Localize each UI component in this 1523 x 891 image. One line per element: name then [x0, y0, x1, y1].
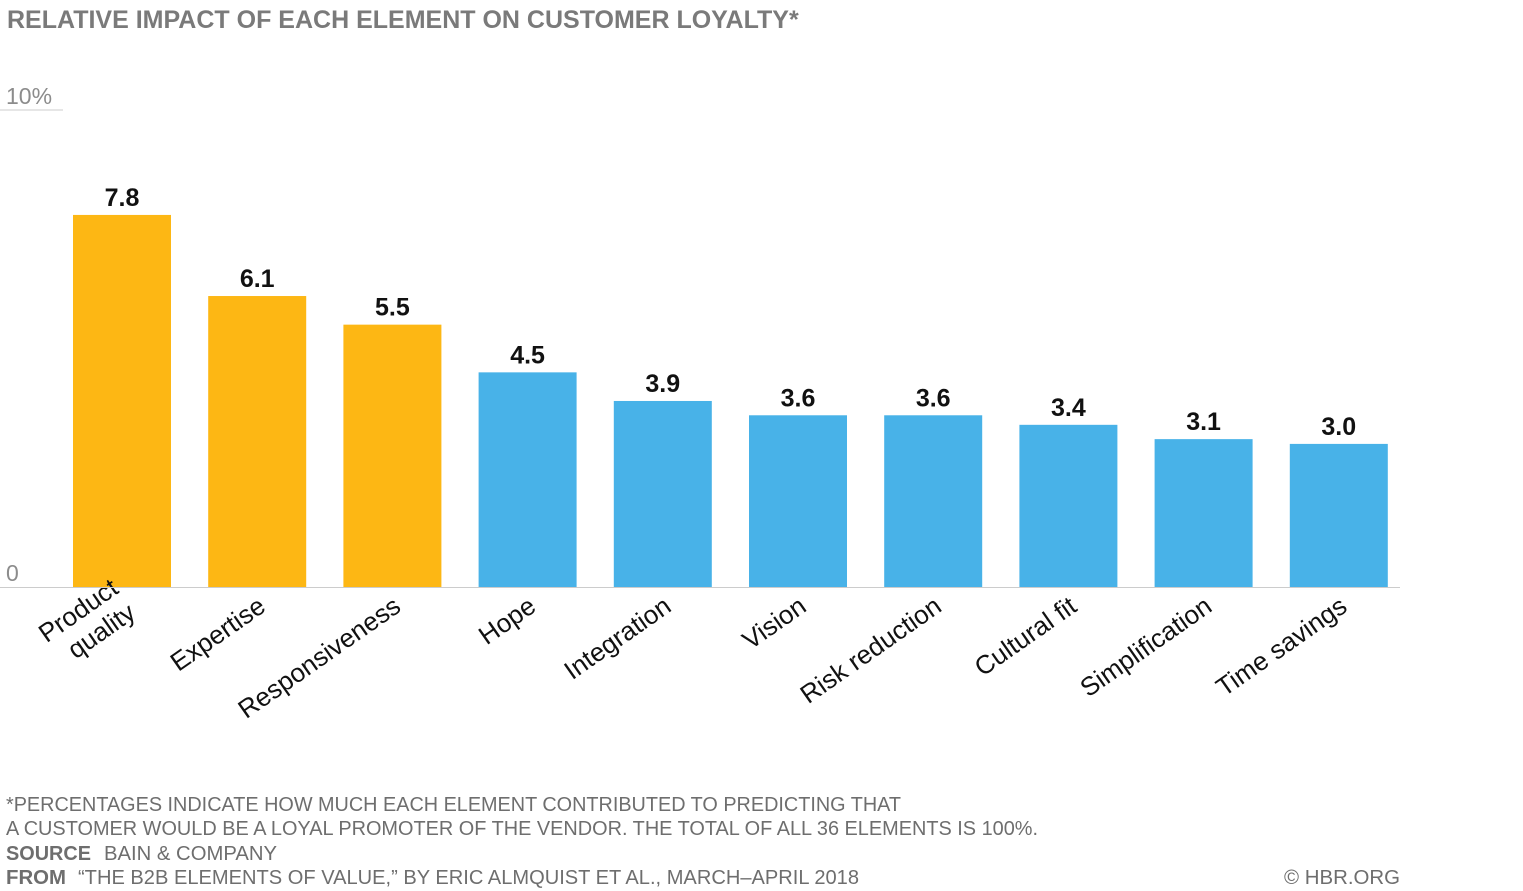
value-label: 3.1 — [1186, 408, 1221, 436]
category-label-line: Hope — [473, 590, 541, 650]
category-label: Time savings — [1210, 590, 1352, 702]
value-label: 7.8 — [105, 184, 140, 212]
category-label-line: Vision — [737, 590, 812, 655]
category-label-line: Time savings — [1210, 590, 1352, 702]
value-label: 3.6 — [916, 384, 951, 412]
category-label: Expertise — [165, 590, 271, 677]
bar-simplification — [1154, 439, 1253, 587]
bar-expertise — [208, 296, 307, 587]
value-label: 3.4 — [1051, 394, 1086, 422]
bar-integration — [613, 400, 712, 587]
from-label: FROM — [6, 867, 66, 889]
footnote-line-1: *PERCENTAGES INDICATE HOW MUCH EACH ELEM… — [6, 794, 901, 816]
category-label: Integration — [558, 590, 676, 685]
category-label-line: Risk reduction — [794, 590, 946, 709]
value-label: 4.5 — [510, 341, 545, 369]
bar-responsiveness — [343, 324, 442, 587]
category-label: Vision — [737, 590, 812, 655]
category-label: Hope — [473, 590, 541, 650]
category-label: Risk reduction — [794, 590, 946, 709]
y-tick-zero: 0 — [6, 560, 19, 586]
y-tick-top: 10% — [6, 83, 52, 109]
value-label: 5.5 — [375, 294, 410, 322]
category-label: Simplification — [1074, 590, 1217, 702]
category-label-line: Simplification — [1074, 590, 1217, 702]
bar-vision — [749, 415, 847, 587]
bar-cultural-fit — [1019, 424, 1118, 587]
category-label-line: Expertise — [165, 590, 271, 677]
bar-time-savings — [1289, 443, 1388, 587]
credit: © HBR.ORG — [1284, 867, 1400, 889]
category-label-line: Cultural fit — [969, 590, 1083, 682]
from-text: “THE B2B ELEMENTS OF VALUE,” BY ERIC ALM… — [78, 867, 859, 889]
value-label: 3.6 — [781, 384, 816, 412]
chart-title: RELATIVE IMPACT OF EACH ELEMENT ON CUSTO… — [7, 6, 799, 34]
value-label: 6.1 — [240, 265, 275, 293]
value-label: 3.9 — [645, 370, 680, 398]
category-label-line: Integration — [558, 590, 676, 685]
footnote-line-2: A CUSTOMER WOULD BE A LOYAL PROMOTER OF … — [6, 818, 1038, 840]
bar-hope — [478, 372, 577, 587]
bar-risk-reduction — [884, 415, 983, 587]
source-text: BAIN & COMPANY — [104, 843, 277, 865]
category-label: Cultural fit — [969, 590, 1083, 682]
source-label: SOURCE — [6, 843, 91, 865]
bar-product-quality — [73, 214, 171, 587]
value-label: 3.0 — [1321, 413, 1356, 441]
